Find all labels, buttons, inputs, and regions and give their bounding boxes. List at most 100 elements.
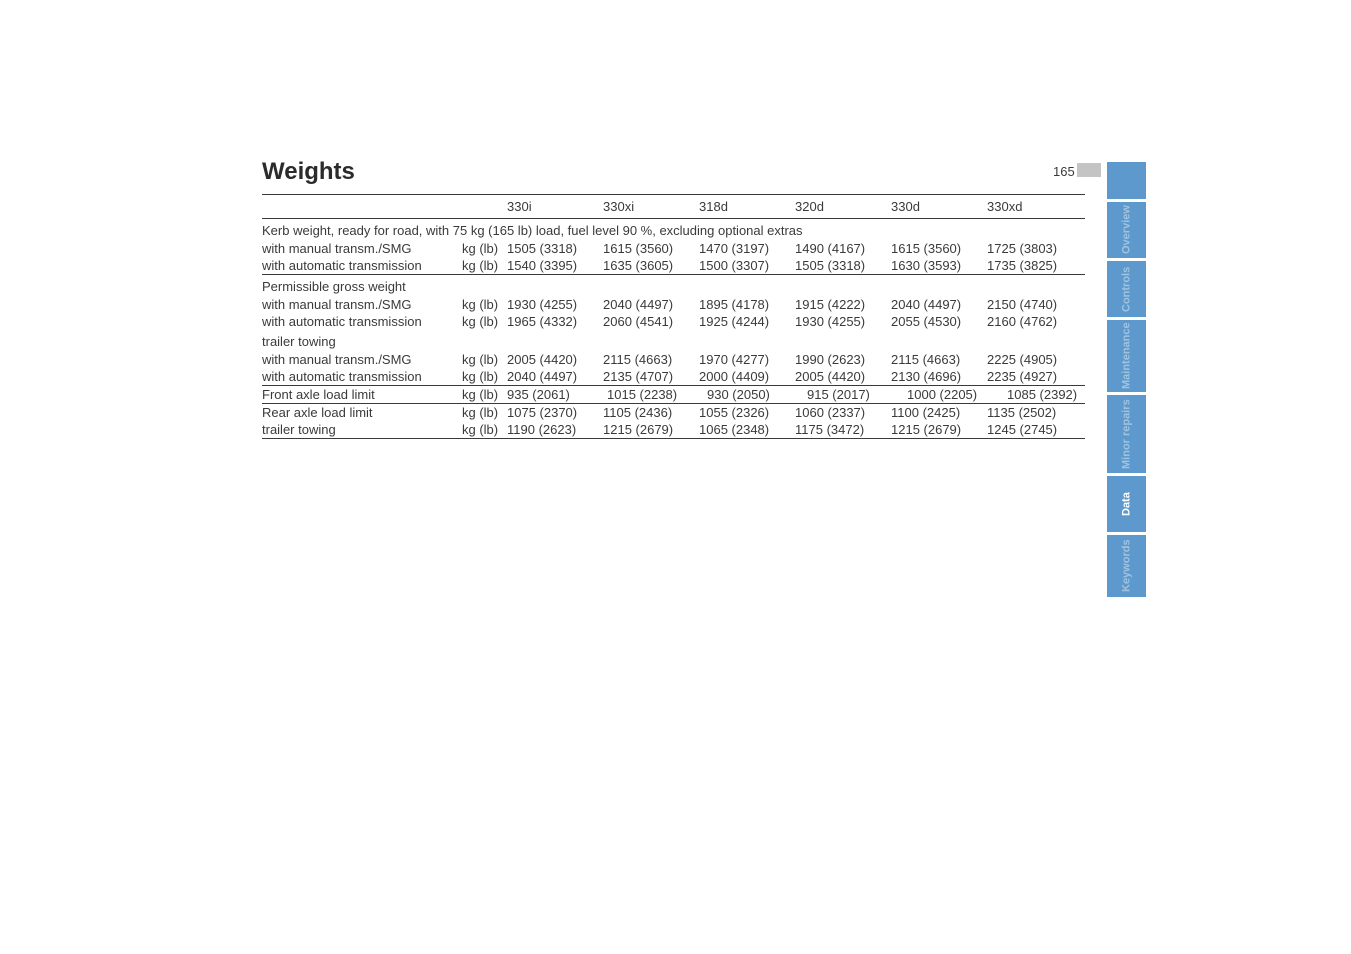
row-label: with automatic transmission [262, 313, 462, 330]
data-cell: 2040 (4497) [507, 368, 603, 385]
tab-keywords[interactable]: Keywords [1107, 535, 1146, 597]
kerb-weight-header: Kerb weight, ready for road, with 75 kg … [262, 219, 1085, 240]
unit-label: kg (lb) [462, 421, 507, 438]
data-cell: 2060 (4541) [603, 313, 699, 330]
data-cell: 1615 (3560) [603, 240, 699, 257]
tab-overview[interactable]: Overview [1107, 202, 1146, 258]
data-cell: 2150 (4740) [987, 296, 1083, 313]
row-label: with automatic transmission [262, 368, 462, 385]
data-cell: 1100 (2425) [891, 404, 987, 421]
data-cell: 2235 (4927) [987, 368, 1083, 385]
table-row: with automatic transmissionkg (lb)2040 (… [262, 368, 1085, 385]
data-cell: 2115 (4663) [891, 351, 987, 368]
data-cell: 935 (2061) [507, 386, 607, 403]
data-cell: 2115 (4663) [603, 351, 699, 368]
data-cell: 1895 (4178) [699, 296, 795, 313]
data-cell: 915 (2017) [807, 386, 907, 403]
data-cell: 2130 (4696) [891, 368, 987, 385]
page-number-box [1077, 163, 1101, 177]
unit-label: kg (lb) [462, 386, 507, 403]
data-cell: 2040 (4497) [891, 296, 987, 313]
data-cell: 1990 (2623) [795, 351, 891, 368]
table-row: trailer towingkg (lb)1190 (2623)1215 (26… [262, 421, 1085, 438]
data-cell: 1215 (2679) [891, 421, 987, 438]
unit-label: kg (lb) [462, 404, 507, 421]
col-318d: 318d [699, 199, 795, 214]
row-label: with manual transm./SMG [262, 296, 462, 313]
data-cell: 1735 (3825) [987, 257, 1083, 274]
unit-label: kg (lb) [462, 351, 507, 368]
data-cell: 1470 (3197) [699, 240, 795, 257]
tab-maintenance[interactable]: Maintenance [1107, 320, 1146, 392]
data-cell: 2225 (4905) [987, 351, 1083, 368]
data-cell: 1215 (2679) [603, 421, 699, 438]
tab-data[interactable]: Data [1107, 476, 1146, 532]
data-cell: 1925 (4244) [699, 313, 795, 330]
data-cell: 1190 (2623) [507, 421, 603, 438]
data-cell: 1055 (2326) [699, 404, 795, 421]
data-cell: 1970 (4277) [699, 351, 795, 368]
table-row: with manual transm./SMGkg (lb)1505 (3318… [262, 240, 1085, 257]
data-cell: 2040 (4497) [603, 296, 699, 313]
unit-label: kg (lb) [462, 313, 507, 330]
data-cell: 2135 (4707) [603, 368, 699, 385]
tab-minor-repairs[interactable]: Minor repairs [1107, 395, 1146, 473]
table-row: Front axle load limitkg (lb)935 (2061)10… [262, 386, 1085, 403]
data-cell: 1065 (2348) [699, 421, 795, 438]
trailer-towing-header: trailer towing [262, 330, 1085, 351]
col-320d: 320d [795, 199, 891, 214]
data-cell: 1930 (4255) [795, 313, 891, 330]
data-cell: 1540 (3395) [507, 257, 603, 274]
col-330xd: 330xd [987, 199, 1083, 214]
unit-label: kg (lb) [462, 240, 507, 257]
table-row: Rear axle load limitkg (lb)1075 (2370)11… [262, 404, 1085, 421]
data-cell: 1630 (3593) [891, 257, 987, 274]
unit-label: kg (lb) [462, 368, 507, 385]
row-label: trailer towing [262, 421, 462, 438]
data-cell: 1085 (2392) [1007, 386, 1107, 403]
page-title: Weights [262, 158, 355, 186]
data-cell: 1000 (2205) [907, 386, 1007, 403]
data-cell: 2000 (4409) [699, 368, 795, 385]
data-cell: 2005 (4420) [795, 368, 891, 385]
data-cell: 2005 (4420) [507, 351, 603, 368]
page-number: 165 [1053, 164, 1075, 179]
col-330i: 330i [507, 199, 603, 214]
row-label: Front axle load limit [262, 386, 462, 403]
data-cell: 1505 (3318) [795, 257, 891, 274]
data-cell: 1105 (2436) [603, 404, 699, 421]
data-cell: 1965 (4332) [507, 313, 603, 330]
gross-weight-header: Permissible gross weight [262, 275, 1085, 296]
data-cell: 1930 (4255) [507, 296, 603, 313]
side-tabs: OverviewControlsMaintenanceMinor repairs… [1107, 202, 1146, 600]
data-cell: 1175 (3472) [795, 421, 891, 438]
row-label: Rear axle load limit [262, 404, 462, 421]
data-cell: 1015 (2238) [607, 386, 707, 403]
table-row: with manual transm./SMGkg (lb)2005 (4420… [262, 351, 1085, 368]
data-cell: 1635 (3605) [603, 257, 699, 274]
data-cell: 1060 (2337) [795, 404, 891, 421]
data-cell: 1245 (2745) [987, 421, 1083, 438]
table-row: with manual transm./SMGkg (lb)1930 (4255… [262, 296, 1085, 313]
data-cell: 1075 (2370) [507, 404, 603, 421]
weights-table: 330i 330xi 318d 320d 330d 330xd Kerb wei… [262, 194, 1085, 439]
col-330d: 330d [891, 199, 987, 214]
data-cell: 1135 (2502) [987, 404, 1083, 421]
col-330xi: 330xi [603, 199, 699, 214]
data-cell: 1505 (3318) [507, 240, 603, 257]
data-cell: 1725 (3803) [987, 240, 1083, 257]
row-label: with automatic transmission [262, 257, 462, 274]
row-label: with manual transm./SMG [262, 351, 462, 368]
tab-controls[interactable]: Controls [1107, 261, 1146, 317]
data-cell: 2055 (4530) [891, 313, 987, 330]
data-cell: 930 (2050) [707, 386, 807, 403]
data-cell: 1915 (4222) [795, 296, 891, 313]
data-cell: 1500 (3307) [699, 257, 795, 274]
unit-label: kg (lb) [462, 257, 507, 274]
data-cell: 2160 (4762) [987, 313, 1083, 330]
data-cell: 1490 (4167) [795, 240, 891, 257]
table-row: with automatic transmissionkg (lb)1540 (… [262, 257, 1085, 274]
column-header-row: 330i 330xi 318d 320d 330d 330xd [262, 195, 1085, 218]
data-cell: 1615 (3560) [891, 240, 987, 257]
row-label: with manual transm./SMG [262, 240, 462, 257]
